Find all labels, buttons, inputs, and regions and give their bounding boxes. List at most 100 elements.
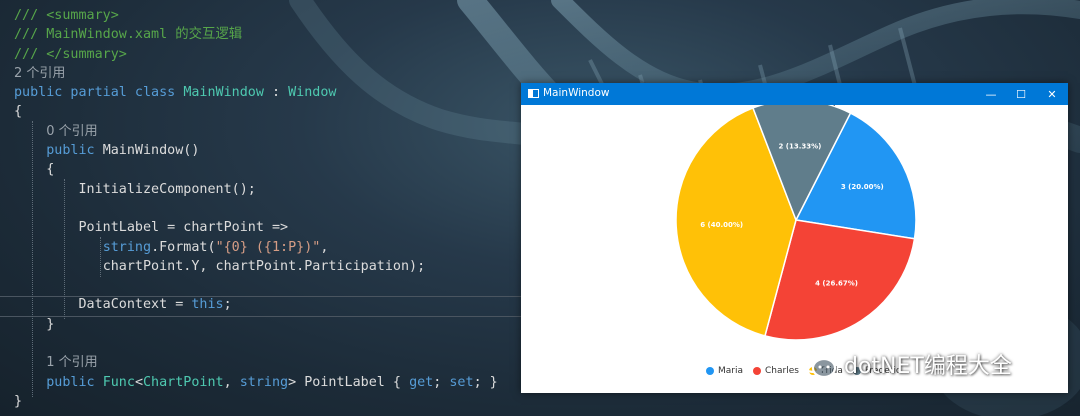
code-token: , <box>223 374 240 390</box>
reference-count: 1 个引用 <box>46 355 98 371</box>
pie-slice-charles[interactable] <box>764 219 916 341</box>
code-line[interactable]: public Func<ChartPoint, string> PointLab… <box>14 373 498 392</box>
code-line[interactable] <box>14 334 498 353</box>
code-line[interactable]: { <box>14 102 498 121</box>
code-token: string <box>239 374 289 390</box>
wechat-icon <box>798 348 837 379</box>
indent-guide <box>100 237 101 277</box>
code-indent <box>14 182 79 197</box>
code-token: public partial class <box>14 85 184 101</box>
code-token: ChartPoint <box>143 374 224 390</box>
legend-label: Frederic <box>864 366 901 376</box>
code-indent <box>14 355 46 370</box>
code-indent <box>14 375 46 390</box>
watermark: dotNET编程大全 <box>798 347 1012 381</box>
code-indent <box>14 317 46 332</box>
code-comment: /// <summary> <box>14 8 119 23</box>
code-token: { <box>14 104 23 120</box>
code-line[interactable]: string.Format("{0} ({1:P})", <box>14 238 498 257</box>
code-token: ; <box>223 297 232 313</box>
pie-slice-frida[interactable] <box>675 107 797 337</box>
code-line[interactable]: chartPoint.Y, chartPoint.Participation); <box>14 257 498 276</box>
code-token: , <box>320 239 329 255</box>
code-comment: /// </summary> <box>14 46 127 62</box>
code-token: chartPoint.Y, chartPoint.Participation); <box>102 258 426 274</box>
code-line[interactable]: public partial class MainWindow : Window <box>14 83 498 102</box>
code-token: get <box>409 374 434 390</box>
legend-swatch <box>753 367 761 375</box>
code-line[interactable]: public MainWindow() <box>14 141 498 160</box>
pie-data-label: 2 (13.33%) <box>778 143 821 151</box>
code-line[interactable]: /// <summary> <box>14 6 498 25</box>
code-indent <box>14 297 79 312</box>
code-token: < <box>134 374 143 390</box>
indent-guide <box>64 179 65 319</box>
code-line[interactable]: { <box>14 160 498 179</box>
code-token: set <box>449 374 474 390</box>
code-line[interactable]: } <box>14 392 498 411</box>
code-token: : <box>263 85 289 101</box>
code-token: this <box>191 297 224 313</box>
window-icon <box>528 89 539 98</box>
legend-label: Maria <box>718 366 743 376</box>
code-indent <box>14 162 46 177</box>
code-indent <box>14 220 79 235</box>
pie-data-label: 3 (20.00%) <box>841 183 884 191</box>
code-token: "{0} ({1:P})" <box>215 239 321 255</box>
code-indent <box>14 240 103 255</box>
pie-data-label: 6 (40.00%) <box>700 221 743 229</box>
title-bar[interactable]: MainWindow — ☐ ✕ <box>521 83 1068 105</box>
code-token: MainWindow <box>183 85 264 101</box>
code-token: } <box>14 393 23 409</box>
reference-count: 2 个引用 <box>14 65 66 81</box>
code-line[interactable] <box>14 276 498 295</box>
code-token: ; } <box>473 374 498 390</box>
code-line[interactable]: /// MainWindow.xaml 的交互逻辑 <box>14 25 498 44</box>
pie-data-label: 4 (26.67%) <box>815 279 858 287</box>
code-token: PointLabel = chartPoint => <box>78 220 289 236</box>
legend-swatch <box>852 367 861 375</box>
code-line[interactable]: 1 个引用 <box>14 353 498 372</box>
code-comment: /// MainWindow.xaml 的交互逻辑 <box>14 27 243 43</box>
code-token: DataContext = <box>78 297 192 313</box>
maximize-button[interactable]: ☐ <box>1016 87 1026 101</box>
pie-chart: 3 (20.00%) 4 (26.67%) 6 (40.00%) 2 (13.33%) <box>675 105 917 341</box>
reference-count: 0 个引用 <box>46 123 98 139</box>
watermark-text: dotNET编程大全 <box>844 354 1012 379</box>
code-token: Window <box>288 85 337 101</box>
code-line[interactable]: PointLabel = chartPoint => <box>14 218 498 237</box>
code-line[interactable]: InitializeComponent(); <box>14 180 498 199</box>
code-line[interactable]: 0 个引用 <box>14 122 498 141</box>
legend-swatch <box>706 367 714 375</box>
pie-slice-maria[interactable] <box>794 112 917 240</box>
main-window[interactable]: MainWindow — ☐ ✕ 3 (20.00%) 4 (26.67%) 6 (… <box>521 83 1068 393</box>
code-token: public <box>46 374 103 390</box>
code-token: { <box>46 162 55 178</box>
code-token: public <box>46 143 103 159</box>
code-token: ; <box>433 374 450 390</box>
code-line[interactable]: DataContext = this; <box>14 295 498 314</box>
code-token: > PointLabel { <box>288 374 410 390</box>
code-token: .Format( <box>151 239 216 255</box>
code-indent <box>14 259 103 274</box>
current-line-highlight <box>0 296 522 317</box>
code-line[interactable]: 2 个引用 <box>14 64 498 83</box>
code-indent <box>14 124 46 139</box>
code-token: } <box>46 316 55 332</box>
close-button[interactable]: ✕ <box>1047 87 1057 101</box>
minimize-button[interactable]: — <box>985 87 997 101</box>
code-indent <box>14 143 46 158</box>
code-line[interactable] <box>14 199 498 218</box>
pie-slice-frederic[interactable] <box>752 105 852 222</box>
code-line[interactable]: } <box>14 315 498 334</box>
indent-guide <box>32 121 33 397</box>
legend-label: Charles <box>765 366 799 376</box>
code-line[interactable]: /// </summary> <box>14 45 498 64</box>
code-token: MainWindow() <box>102 143 200 159</box>
legend-item-frederic: Frederic <box>852 366 901 376</box>
code-token: InitializeComponent(); <box>78 181 256 197</box>
code-editor[interactable]: /// <summary> /// MainWindow.xaml 的交互逻辑 //… <box>14 6 498 411</box>
code-token: string <box>102 239 152 255</box>
window-title: MainWindow <box>543 87 610 99</box>
code-token: Func <box>102 374 135 390</box>
